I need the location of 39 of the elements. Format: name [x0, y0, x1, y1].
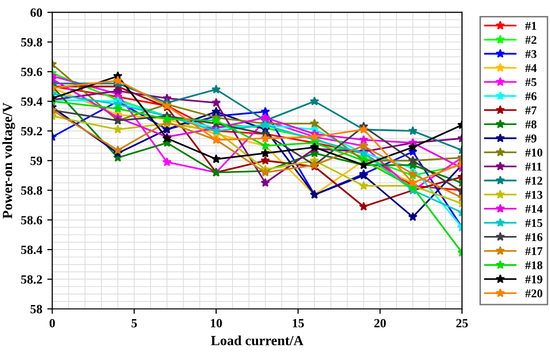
y-tick-label: 58.2 [21, 275, 42, 284]
x-tick-label: 15 [292, 319, 304, 328]
y-tick-label: 59.4 [21, 97, 42, 106]
y-tick-label: 59.2 [21, 127, 42, 136]
x-tick-label: 10 [210, 318, 222, 328]
y-tick-label: 58 [30, 304, 42, 314]
x-tick-label: 5 [132, 319, 137, 328]
x-tick-label: 20 [374, 318, 386, 328]
legend-label: #13 [525, 190, 542, 199]
legend-label: #3 [525, 50, 536, 58]
legend-label: #19 [525, 275, 542, 284]
legend-label: #5 [525, 78, 536, 86]
x-axis-title: Load current/A [211, 335, 304, 346]
legend-label: #9 [525, 134, 536, 142]
legend-label: #18 [525, 261, 542, 270]
y-tick-label: 58.4 [21, 246, 42, 254]
y-axis-title: Power-on voltage/V [2, 102, 16, 219]
legend-label: #16 [525, 233, 542, 242]
legend-label: #15 [525, 219, 542, 227]
legend-label: #10 [525, 148, 542, 157]
y-tick-label: 59.6 [21, 68, 42, 76]
legend-label: #17 [525, 247, 542, 256]
legend-label: #6 [525, 92, 537, 100]
legend-label: #12 [525, 176, 542, 185]
legend-label: #7 [525, 106, 537, 114]
legend-label: #14 [525, 204, 543, 213]
legend-label: #4 [525, 64, 537, 72]
legend-label: #20 [525, 289, 542, 298]
y-tick-label: 58.6 [21, 216, 42, 224]
y-tick-label: 60 [30, 8, 42, 17]
y-tick-label: 59 [30, 156, 42, 166]
x-tick-label: 25 [456, 318, 468, 328]
legend-label: #2 [525, 36, 536, 44]
y-tick-label: 58.8 [21, 186, 42, 195]
x-tick-label: 0 [50, 318, 55, 328]
legend-label: #11 [525, 162, 542, 171]
legend-label: #8 [525, 120, 536, 128]
legend-label: #1 [525, 22, 536, 30]
y-tick-label: 59.8 [21, 38, 42, 47]
